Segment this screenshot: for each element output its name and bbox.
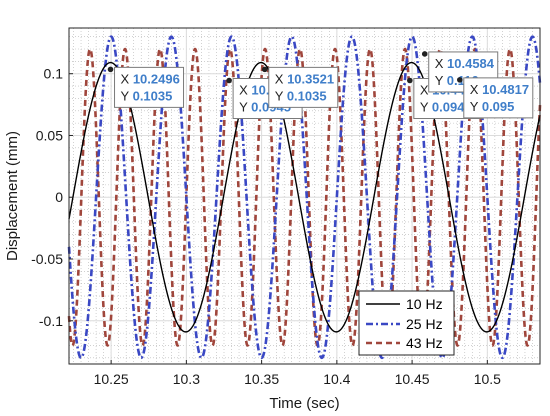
plot-frame	[68, 27, 541, 365]
legend-label-25hz: 25 Hz	[406, 316, 443, 332]
datatip-x-label: X 10.4817	[470, 82, 529, 97]
datatip-y-label: Y 0.1035	[275, 88, 327, 103]
datatip-x-label: X 10.4584	[435, 56, 495, 71]
datatip-x-label: X 10.2496	[121, 71, 180, 86]
datatip-y-label: Y 0.095	[470, 99, 515, 114]
datatip: X 10.2496 Y 0.1035	[107, 66, 185, 108]
datatip-marker	[261, 66, 268, 73]
datatip-y-value: 0.095	[482, 99, 515, 114]
datatip: X 10.3521 Y 0.1035	[261, 66, 339, 108]
datatip-marker	[456, 77, 463, 83]
x-tick-label: 10.25	[94, 371, 129, 387]
y-tick-label: 0	[55, 189, 63, 205]
legend-label-10hz: 10 Hz	[406, 296, 443, 312]
datatip-box	[268, 66, 339, 108]
datatip-box	[463, 77, 534, 119]
datatip-y-label: Y 0.0945	[420, 100, 472, 115]
x-tick-label: 10.45	[395, 371, 430, 387]
x-tick-label: 10.3	[173, 371, 200, 387]
datatip-y-value: 0.1035	[287, 88, 327, 103]
datatip-y-value: 0.1035	[133, 88, 173, 103]
datatip-y-value: 0.0945	[432, 100, 472, 115]
datatip-marker	[226, 77, 232, 84]
x-axis-label: Time (sec)	[269, 395, 339, 412]
y-axis-label: Displacement (mm)	[4, 131, 21, 261]
x-tick-label: 10.5	[474, 371, 501, 387]
legend: 10 Hz 25 Hz 43 Hz	[358, 290, 455, 356]
datatip-x-value: 10.3521	[287, 71, 334, 86]
datatip-marker	[407, 77, 413, 84]
datatip: X 10.4817 Y 0.095	[456, 77, 534, 119]
datatip-box	[114, 66, 185, 108]
x-tick-label: 10.4	[323, 371, 350, 387]
x-tick-label: 10.35	[244, 371, 279, 387]
legend-box	[358, 290, 455, 356]
legend-label-43hz: 43 Hz	[406, 335, 443, 351]
datatip-marker	[107, 66, 114, 73]
series-line-10hz	[68, 61, 541, 333]
tick-layer: 10.25 10.3 10.35 10.4 10.45 10.5 -0.1 -0.05 0 0.0…	[31, 66, 501, 387]
y-tick-label: -0.05	[31, 251, 63, 267]
datatip-x-value: 10.2496	[133, 71, 180, 86]
datatip-marker	[421, 51, 428, 57]
y-tick-label: -0.1	[39, 313, 63, 329]
datatip-x-value: 10.4584	[447, 56, 495, 71]
datatip-x-label: X 10.3521	[275, 71, 334, 86]
datatip-x-value: 10.4817	[482, 82, 529, 97]
y-tick-label: 0.05	[36, 127, 63, 143]
datatip-y-label: Y 0.1035	[121, 88, 173, 103]
y-tick-label: 0.1	[44, 66, 64, 82]
